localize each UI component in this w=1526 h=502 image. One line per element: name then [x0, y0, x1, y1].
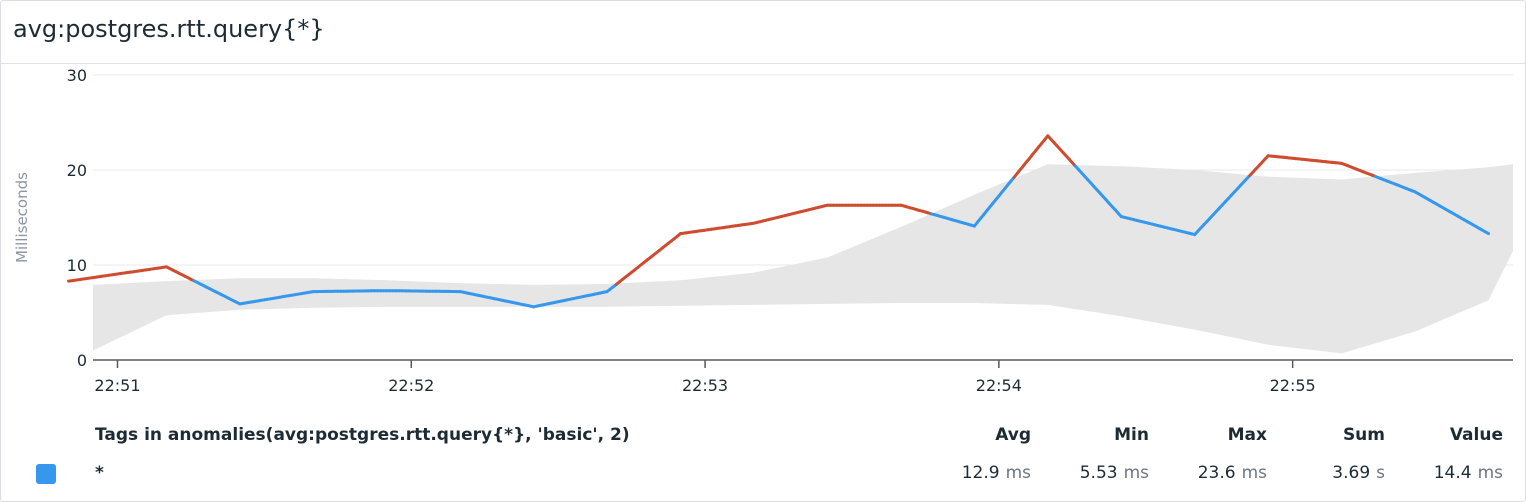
anomaly-band: [93, 164, 1513, 354]
sum-unit: s: [1376, 463, 1385, 483]
value-cell: 14.4 ms: [1373, 463, 1503, 483]
y-axis-title: Milliseconds: [13, 172, 31, 263]
y-tick-label: 30: [67, 66, 87, 85]
sum-cell: 3.69 s: [1255, 463, 1385, 483]
series-tag-label: *: [95, 463, 104, 483]
max-cell: 23.6 ms: [1137, 463, 1267, 483]
series-line-segment: [1484, 230, 1490, 236]
x-tick-label: 22:53: [682, 376, 728, 395]
column-header-sum[interactable]: Sum: [1342, 425, 1385, 445]
column-header-avg[interactable]: Avg: [995, 425, 1031, 445]
y-tick-label: 0: [77, 351, 87, 370]
chart[interactable]: 0 10 20 30 Milliseconds 22:51 22:52 22:53 22:54 2…: [1, 64, 1525, 414]
max-value: 23.6: [1197, 463, 1236, 483]
min-cell: 5.53 ms: [1019, 463, 1149, 483]
x-tick-label: 22:51: [94, 376, 140, 395]
widget-title: avg:postgres.rtt.query{*}: [13, 15, 325, 43]
avg-value: 12.9: [961, 463, 1000, 483]
legend-row[interactable]: * 12.9 ms 5.53 ms 23.6 ms 3.69 s 14.4 ms: [1, 461, 1525, 491]
x-tick-label: 22:54: [976, 376, 1022, 395]
min-value: 5.53: [1079, 463, 1118, 483]
sum-value: 3.69: [1332, 463, 1371, 483]
max-unit: ms: [1241, 463, 1267, 483]
column-header-max[interactable]: Max: [1227, 425, 1267, 445]
y-tick-label: 10: [67, 256, 87, 275]
min-unit: ms: [1123, 463, 1149, 483]
legend-table: Tags in anomalies(avg:postgres.rtt.query…: [1, 419, 1525, 499]
column-header-value[interactable]: Value: [1449, 425, 1503, 445]
legend-title: Tags in anomalies(avg:postgres.rtt.query…: [95, 425, 630, 445]
avg-cell: 12.9 ms: [901, 463, 1031, 483]
current-value: 14.4: [1433, 463, 1472, 483]
widget-header: avg:postgres.rtt.query{*}: [1, 1, 1525, 64]
current-unit: ms: [1477, 463, 1503, 483]
y-tick-label: 20: [67, 161, 87, 180]
column-header-min[interactable]: Min: [1114, 425, 1149, 445]
x-tick-label: 22:52: [388, 376, 434, 395]
avg-unit: ms: [1005, 463, 1031, 483]
x-tick-label: 22:55: [1270, 376, 1316, 395]
series-color-swatch: [36, 464, 56, 484]
